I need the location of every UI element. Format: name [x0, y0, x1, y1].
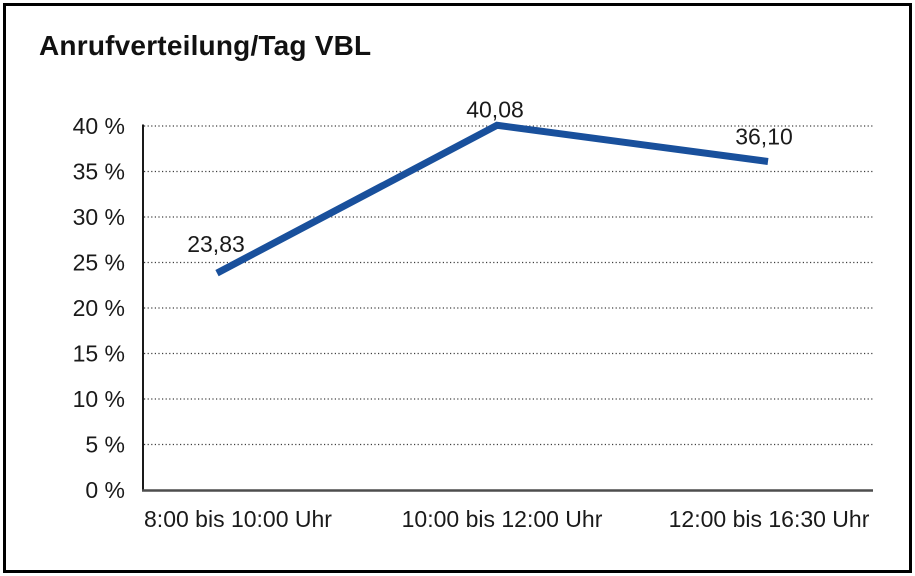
y-tick-label: 35 % — [73, 159, 125, 185]
data-line — [215, 121, 769, 277]
y-tick-label: 30 % — [73, 204, 125, 230]
y-tick-label: 10 % — [73, 386, 125, 412]
x-category-label: 10:00 bis 12:00 Uhr — [402, 506, 603, 532]
value-label: 36,10 — [735, 123, 793, 149]
y-tick-label: 20 % — [73, 295, 125, 321]
y-tick-label: 15 % — [73, 341, 125, 367]
y-tick-label: 5 % — [85, 432, 125, 458]
value-label: 40,08 — [466, 96, 524, 122]
y-tick-label: 0 % — [85, 477, 125, 503]
y-tick-label: 25 % — [73, 250, 125, 276]
value-label: 23,83 — [187, 231, 245, 257]
chart-title: Anrufverteilung/Tag VBL — [39, 30, 372, 61]
y-tick-label: 40 % — [73, 113, 125, 139]
x-category-label: 8:00 bis 10:00 Uhr — [144, 506, 332, 532]
x-category-label: 12:00 bis 16:30 Uhr — [669, 506, 870, 532]
